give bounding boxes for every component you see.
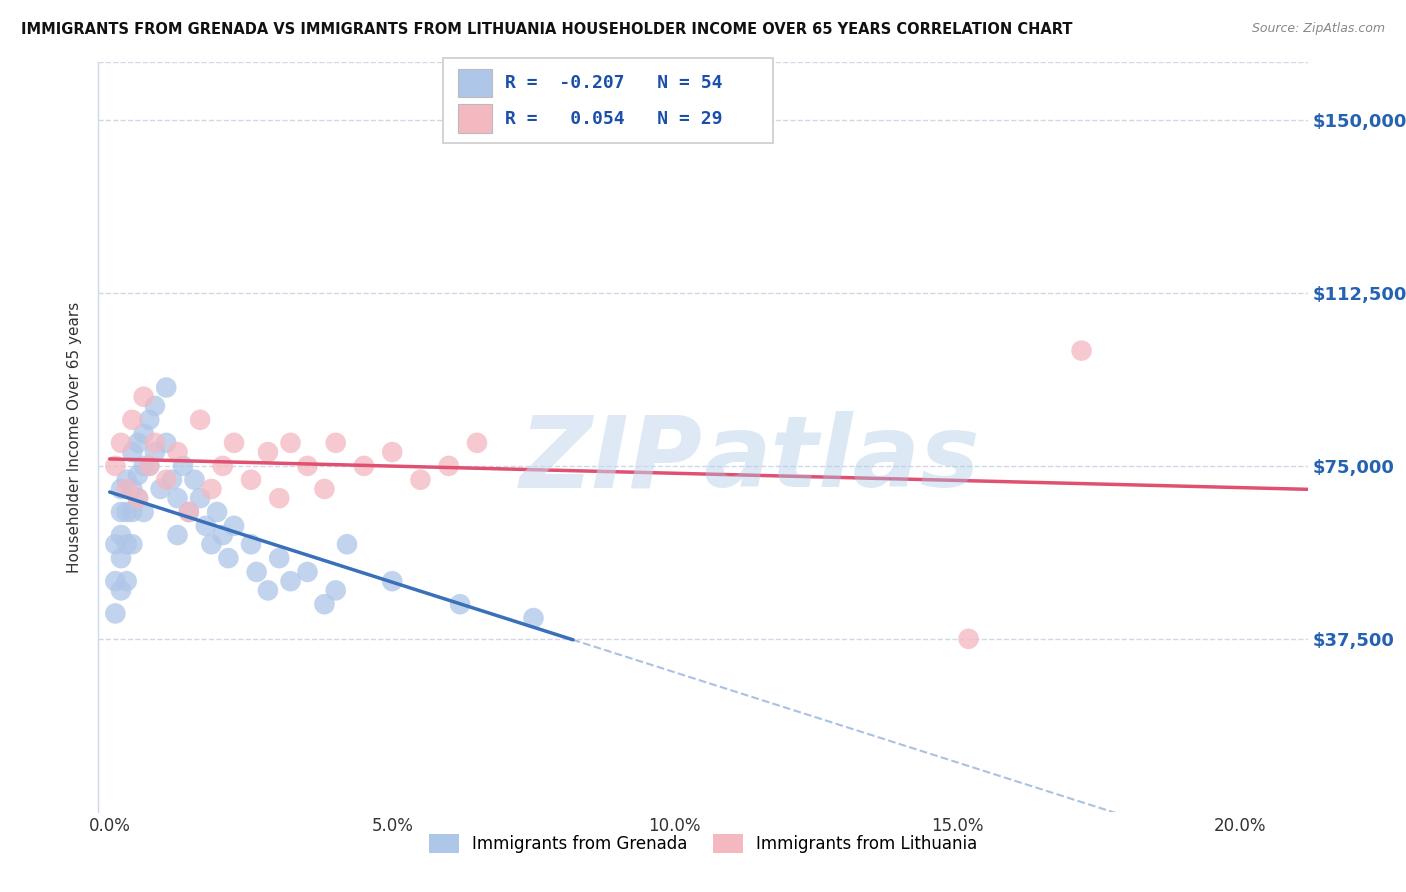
Point [211,458,233,473]
Point [257,445,280,459]
Point [353,458,375,473]
Point [127,491,149,505]
Point [325,435,347,450]
Point [166,491,188,505]
Point [143,445,166,459]
Point [200,537,222,551]
Point [269,491,291,505]
Point [409,473,432,487]
Point [110,505,132,519]
Point [104,607,127,621]
Point [155,380,177,394]
Point [132,458,155,473]
Point [297,565,319,579]
Point [127,468,149,483]
Point [127,491,149,505]
Point [449,597,471,611]
Point [104,574,127,589]
Point [205,505,228,519]
Point [240,473,263,487]
Point [222,435,245,450]
Point [138,458,160,473]
Point [246,565,269,579]
Point [115,537,138,551]
Point [132,426,155,441]
Point [183,473,205,487]
Point [188,491,211,505]
Point [280,574,302,589]
Text: atlas: atlas [703,411,980,508]
Point [211,528,233,542]
Legend: Immigrants from Grenada, Immigrants from Lithuania: Immigrants from Grenada, Immigrants from… [422,827,984,860]
Point [121,537,143,551]
Point [188,413,211,427]
Point [110,482,132,496]
Point [222,519,245,533]
Point [121,505,143,519]
Point [314,482,336,496]
Point [110,583,132,598]
Point [110,435,132,450]
Y-axis label: Householder Income Over 65 years: Householder Income Over 65 years [67,301,83,573]
Point [314,597,336,611]
Point [104,537,127,551]
Point [143,399,166,413]
Point [127,435,149,450]
Point [957,632,980,646]
Point [166,528,188,542]
Point [381,574,404,589]
Point [149,482,172,496]
Point [217,551,239,566]
Point [155,435,177,450]
Point [240,537,263,551]
Text: IMMIGRANTS FROM GRENADA VS IMMIGRANTS FROM LITHUANIA HOUSEHOLDER INCOME OVER 65 : IMMIGRANTS FROM GRENADA VS IMMIGRANTS FR… [21,22,1073,37]
Point [110,551,132,566]
Point [104,458,127,473]
Point [138,458,160,473]
Point [160,473,183,487]
Point [297,458,319,473]
Point [115,473,138,487]
Point [110,528,132,542]
Text: R =   0.054   N = 29: R = 0.054 N = 29 [505,110,723,128]
Text: ZIP: ZIP [520,411,703,508]
Point [437,458,460,473]
Point [115,505,138,519]
Point [200,482,222,496]
Point [172,458,194,473]
Point [465,435,488,450]
Text: R =  -0.207   N = 54: R = -0.207 N = 54 [505,74,723,92]
Point [280,435,302,450]
Point [132,390,155,404]
Point [177,505,200,519]
Point [336,537,359,551]
Point [257,583,280,598]
Point [143,435,166,450]
Point [177,505,200,519]
Point [1070,343,1092,358]
Point [194,519,217,533]
Point [115,574,138,589]
Point [115,482,138,496]
Point [138,413,160,427]
Text: Source: ZipAtlas.com: Source: ZipAtlas.com [1251,22,1385,36]
Point [325,583,347,598]
Point [522,611,544,625]
Point [166,445,188,459]
Point [132,505,155,519]
Point [155,473,177,487]
Point [381,445,404,459]
Point [269,551,291,566]
Point [121,482,143,496]
Point [121,413,143,427]
Point [121,445,143,459]
